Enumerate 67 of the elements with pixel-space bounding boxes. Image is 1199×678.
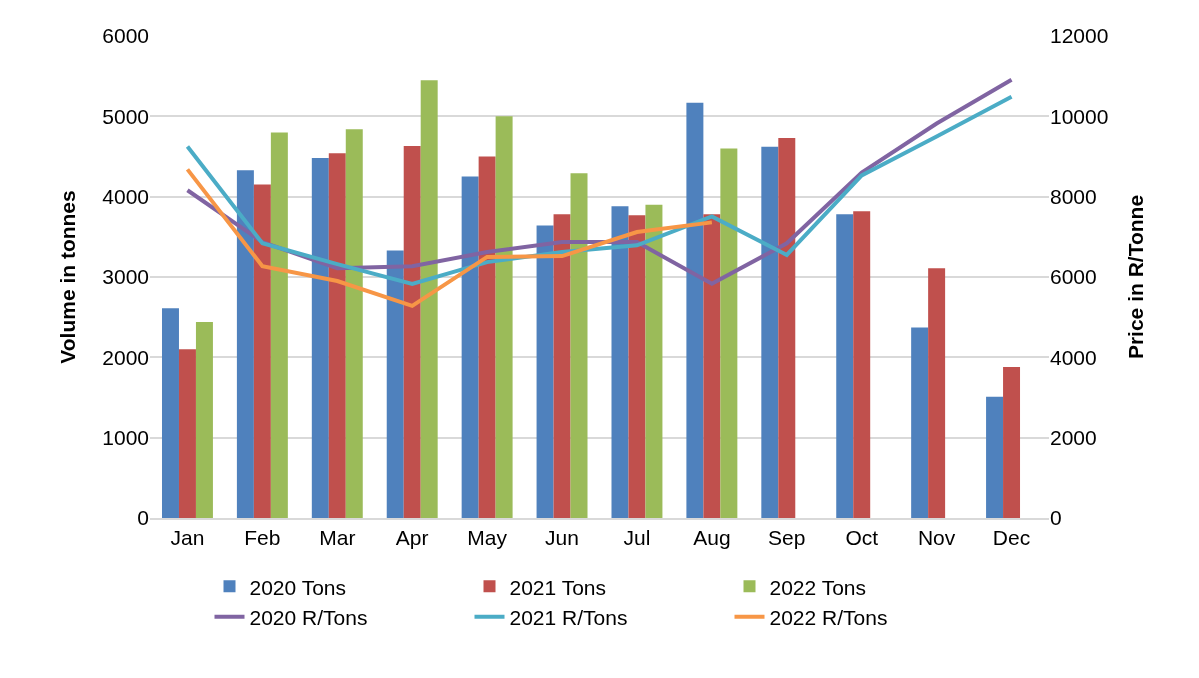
y2-tick-label: 2000 [1050, 426, 1097, 450]
y2-tick-label: 10000 [1050, 104, 1109, 128]
bar [420, 80, 438, 518]
x-tick-label: Oct [845, 526, 879, 550]
bar [778, 138, 796, 518]
bar [461, 176, 479, 518]
y2-tick-label: 0 [1050, 506, 1062, 530]
x-tick-label: Feb [244, 526, 281, 550]
x-tick-label: Jun [545, 526, 579, 550]
x-tick-label: Sep [768, 526, 806, 550]
legend-label: 2021 Tons [509, 575, 607, 599]
bar [553, 214, 571, 518]
x-tick-label: Jul [623, 526, 651, 550]
y-tick-label: 0 [137, 506, 149, 530]
x-tick-label: Dec [992, 526, 1031, 550]
legend-label: 2021 R/Tons [509, 605, 628, 629]
bar [161, 308, 179, 518]
legend-label: 2022 Tons [769, 575, 867, 599]
y-tick-label: 4000 [102, 185, 149, 209]
bar [311, 158, 329, 518]
bar [495, 116, 513, 518]
bar [836, 214, 854, 518]
y2-tick-label: 12000 [1050, 24, 1109, 48]
line-series [185, 167, 714, 308]
bar [195, 321, 213, 518]
bar [645, 204, 663, 518]
y2-tick-label: 6000 [1050, 265, 1097, 289]
bar [1003, 366, 1021, 518]
y2-tick-label: 4000 [1050, 345, 1097, 369]
x-tick-label: Apr [395, 526, 429, 550]
bar [270, 132, 288, 518]
bar [570, 173, 588, 518]
bar [761, 146, 779, 518]
bar [986, 396, 1004, 518]
x-tick-label: Nov [917, 526, 956, 550]
x-tick-label: May [467, 526, 508, 550]
bar [928, 268, 946, 518]
x-tick-label: Mar [319, 526, 356, 550]
y-tick-label: 1000 [102, 426, 149, 450]
bar [853, 211, 871, 518]
legend-label: 2022 R/Tons [769, 605, 888, 629]
bar [328, 153, 346, 518]
x-tick-label: Aug [693, 526, 731, 550]
bar [386, 250, 404, 518]
bar [536, 225, 554, 518]
bar [628, 215, 646, 518]
bar [403, 146, 421, 518]
bar [236, 170, 254, 518]
bar [703, 214, 721, 518]
bar [178, 349, 196, 518]
bar [345, 129, 363, 518]
y-tick-label: 3000 [102, 265, 149, 289]
y-tick-label: 2000 [102, 345, 149, 369]
y-axis-title: Volume in tonnes [56, 190, 80, 364]
legend-label: 2020 R/Tons [249, 605, 368, 629]
bar [611, 206, 629, 518]
bar [720, 148, 738, 518]
y2-axis-title: Price in R/Tonne [1123, 194, 1147, 360]
y-tick-label: 6000 [102, 24, 149, 48]
bar [478, 156, 496, 518]
y2-tick-label: 8000 [1050, 185, 1097, 209]
bar [686, 102, 704, 518]
x-tick-label: Jan [170, 526, 205, 550]
bar [253, 184, 271, 518]
y-tick-label: 5000 [102, 104, 149, 128]
legend-label: 2020 Tons [249, 575, 347, 599]
bar [911, 327, 929, 518]
